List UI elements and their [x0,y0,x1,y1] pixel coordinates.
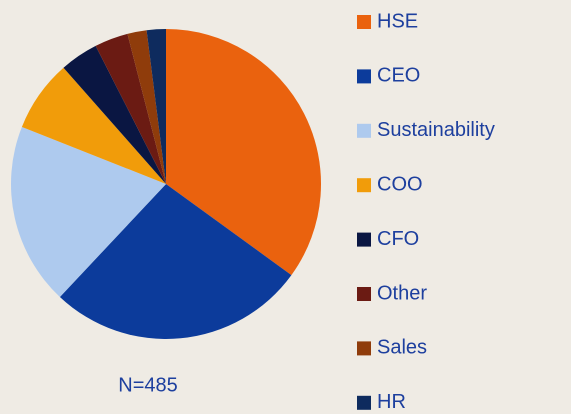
pie-slice [63,45,167,185]
legend-label: Sustainability [377,119,495,141]
pie-slice [59,184,292,340]
pie-slice [11,126,167,297]
pie-slice [127,30,166,184]
pie-slice [95,33,166,184]
legend-swatch [357,341,371,356]
legend-swatch [357,232,371,247]
legend-swatch [357,15,371,29]
legend-swatch [357,69,371,84]
legend-swatch [357,123,371,138]
legend-label: HSE [377,10,418,32]
legend-swatch [357,178,371,193]
annotation: N=485 [118,374,178,396]
legend-label: COO [377,173,423,195]
legend-label: HR [377,391,406,413]
pie-slice [21,67,167,184]
pie-slice [146,29,166,184]
legend-label: CFO [377,228,419,250]
legend-swatch [357,395,371,410]
legend-swatch [357,287,371,301]
pie-slice [166,29,321,276]
legend-label: Sales [377,337,427,359]
legend-label: Other [377,282,427,304]
legend-label: CEO [377,65,420,87]
